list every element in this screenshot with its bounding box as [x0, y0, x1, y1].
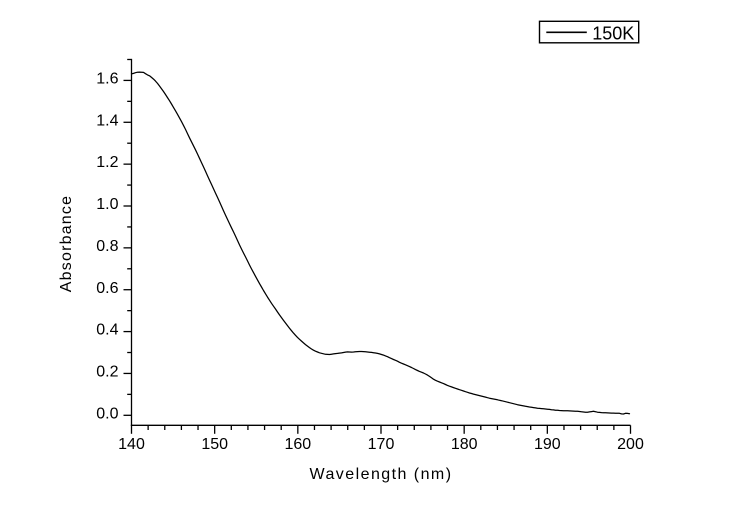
svg-text:1.0: 1.0 [96, 196, 118, 213]
svg-text:180: 180 [451, 436, 478, 453]
svg-text:170: 170 [368, 436, 395, 453]
svg-text:Absorbance: Absorbance [58, 195, 75, 292]
svg-text:0.8: 0.8 [96, 238, 118, 255]
svg-text:160: 160 [284, 436, 311, 453]
svg-text:1.6: 1.6 [96, 71, 118, 88]
svg-text:150K: 150K [592, 23, 634, 43]
svg-text:0.2: 0.2 [96, 364, 118, 381]
svg-text:140: 140 [118, 436, 145, 453]
svg-text:Wavelength (nm): Wavelength (nm) [310, 466, 453, 483]
svg-text:0.6: 0.6 [96, 280, 118, 297]
svg-text:200: 200 [617, 436, 644, 453]
svg-text:1.2: 1.2 [96, 154, 118, 171]
svg-text:0.4: 0.4 [96, 322, 118, 339]
svg-text:190: 190 [534, 436, 561, 453]
svg-text:1.4: 1.4 [96, 112, 118, 129]
svg-text:150: 150 [201, 436, 228, 453]
svg-text:0.0: 0.0 [96, 405, 118, 422]
